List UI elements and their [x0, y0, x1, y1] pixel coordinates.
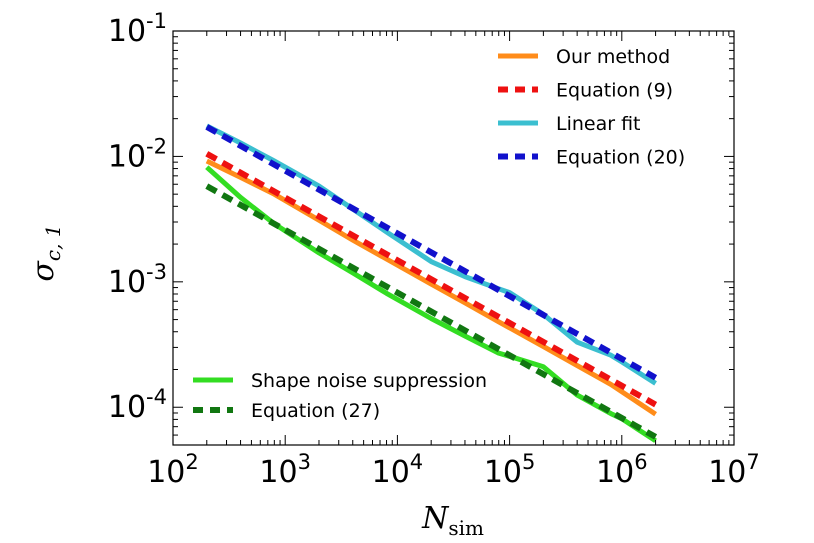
- series-line-linear-fit: [205, 123, 657, 386]
- y-tick-label: 10-4: [108, 385, 167, 425]
- legend-label: Equation (9): [556, 80, 673, 102]
- x-tick-label: 103: [259, 450, 311, 490]
- legend-entry-linear-fit: Linear fit: [498, 113, 641, 135]
- ticks: 102 103 104 105 106 107 10-1 10-2 10-3 10-4: [108, 9, 760, 490]
- x-tick-label: 104: [372, 450, 424, 490]
- y-tick-label: 10-2: [108, 134, 167, 174]
- axis-labels: Nsim σc, 1: [26, 224, 484, 540]
- y-tick-label: 10-1: [108, 9, 167, 49]
- y-tick-label: 10-3: [108, 260, 167, 300]
- legend-label: Linear fit: [556, 113, 641, 135]
- legend-entry-equation-9: Equation (9): [498, 80, 673, 102]
- series-lines: [205, 123, 658, 443]
- legend-label: Equation (20): [556, 147, 685, 169]
- x-axis-label: Nsim: [421, 501, 484, 540]
- plot-frame: [172, 30, 735, 446]
- legend-entry-equation-27: Equation (27): [193, 400, 380, 422]
- legend-entry-equation-20: Equation (20): [498, 147, 685, 169]
- series-line-equation-20: [205, 124, 658, 381]
- y-axis-label: σc, 1: [26, 224, 65, 281]
- legend-entry-our-method: Our method: [498, 46, 670, 68]
- series-line-equation-9: [205, 151, 658, 408]
- legend-label: Shape noise suppression: [251, 370, 487, 392]
- x-tick-label: 105: [484, 450, 536, 490]
- x-tick-label: 106: [596, 450, 648, 490]
- legend: Our method Equation (9) Linear fit Equation…: [193, 46, 685, 422]
- series-line-equation-27: [205, 183, 658, 440]
- x-tick-label: 107: [708, 450, 760, 490]
- legend-label: Equation (27): [251, 400, 380, 422]
- legend-entry-shape-noise-suppression: Shape noise suppression: [193, 370, 487, 392]
- legend-label: Our method: [556, 46, 670, 68]
- x-tick-label: 102: [147, 450, 199, 490]
